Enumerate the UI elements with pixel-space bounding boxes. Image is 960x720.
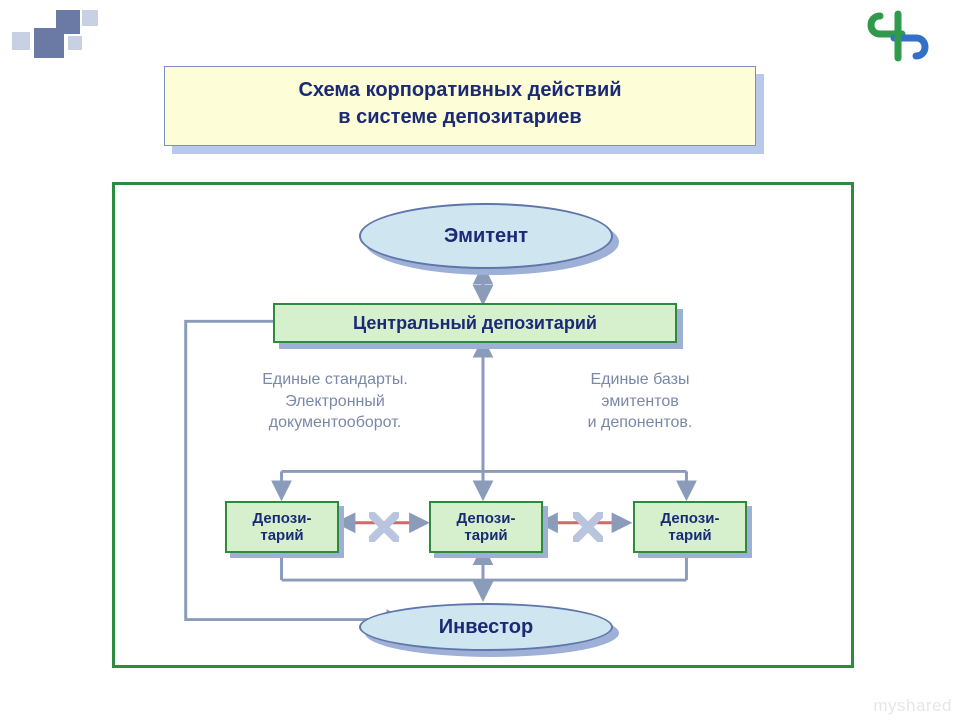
node-central: Центральный депозитарий — [273, 303, 677, 343]
corner-decoration — [12, 10, 152, 54]
title-line-1: Схема корпоративных действий — [185, 77, 735, 104]
issuer-label: Эмитент — [444, 225, 528, 248]
cross-icon — [369, 512, 399, 542]
slide-title: Схема корпоративных действий в системе д… — [164, 66, 756, 146]
node-issuer: Эмитент — [359, 203, 613, 269]
node-dep-3: Депози- тарий — [633, 501, 747, 553]
note-left: Единые стандарты. Электронный документоо… — [225, 369, 445, 434]
cross-icon — [573, 512, 603, 542]
node-dep-1: Депози- тарий — [225, 501, 339, 553]
watermark: myshared — [873, 696, 952, 716]
title-line-2: в системе депозитариев — [185, 104, 735, 131]
central-label: Центральный депозитарий — [353, 313, 597, 334]
investor-label: Инвестор — [439, 616, 533, 639]
logo-icon — [862, 8, 934, 64]
node-dep-2: Депози- тарий — [429, 501, 543, 553]
diagram-frame: Эмитент Центральный депозитарий Единые с… — [112, 182, 854, 668]
note-right: Единые базы эмитентов и депонентов. — [535, 369, 745, 434]
node-investor: Инвестор — [359, 603, 613, 651]
